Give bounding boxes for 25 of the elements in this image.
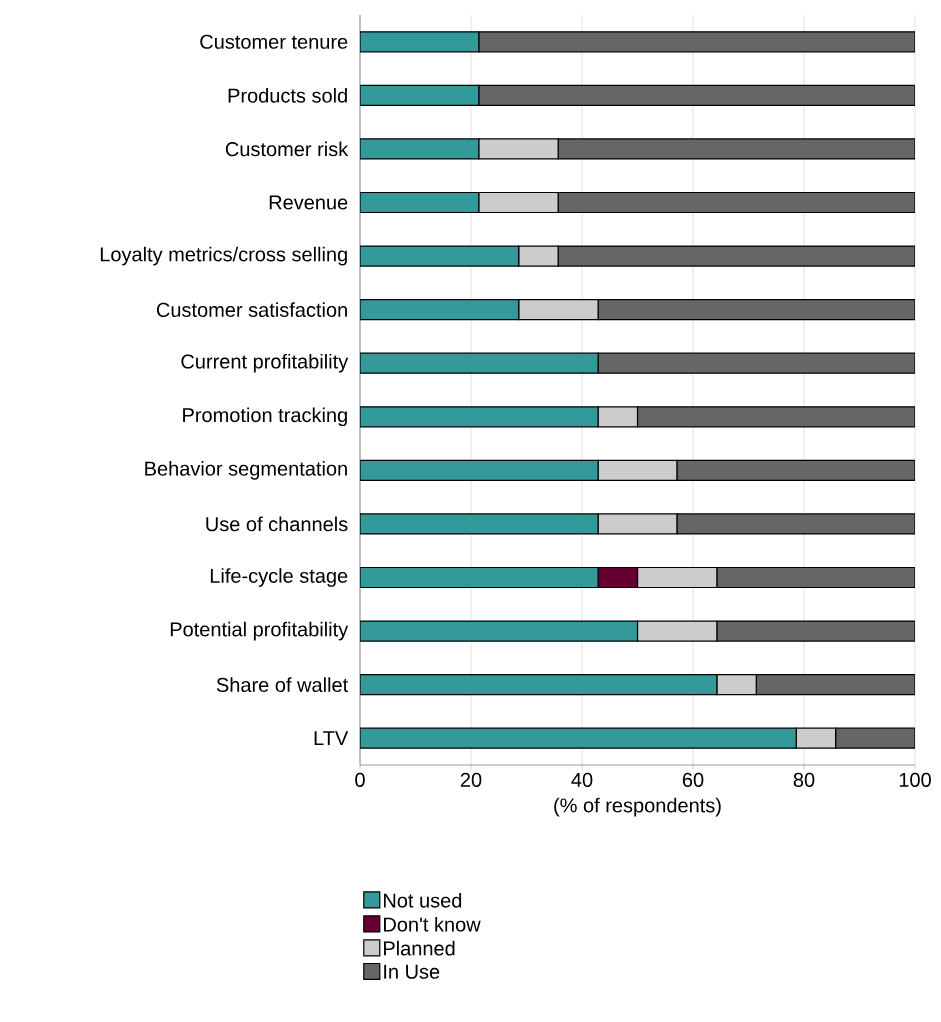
x-tick-label: 80: [793, 772, 815, 787]
y-tick-label: Promotion tracking: [183, 407, 347, 427]
y-tick-label: Potential profitability: [170, 621, 349, 641]
x-tick-label: 60: [682, 772, 704, 787]
y-tick-label: Products sold: [228, 88, 347, 103]
y-tick-label: LTV: [314, 731, 349, 746]
legend-label: Planned: [384, 940, 455, 956]
x-axis-title: (% of respondents): [554, 797, 721, 817]
legend-label: Not used: [384, 892, 462, 908]
x-tick-label: 100: [899, 772, 931, 787]
y-tick-label: Use of channels: [206, 516, 348, 532]
x-tick-label: 40: [571, 772, 593, 787]
y-tick-label: Loyalty metrics/cross selling: [100, 246, 347, 266]
y-tick-label: Customer risk: [225, 141, 349, 157]
x-tick-label: 20: [460, 772, 482, 787]
x-tick-label: 0: [355, 772, 365, 787]
legend-label: Don't know: [384, 916, 481, 932]
legend-label: In Use: [384, 964, 440, 979]
y-tick-label: Revenue: [269, 195, 348, 210]
y-tick-label: Customer tenure: [200, 34, 348, 49]
y-tick-label: Life-cycle stage: [210, 568, 348, 587]
y-tick-label: Share of wallet: [216, 677, 349, 692]
y-tick-label: Behavior segmentation: [145, 461, 347, 480]
y-tick-label: Current profitability: [181, 353, 349, 373]
y-tick-label: Customer satisfaction: [156, 302, 347, 317]
